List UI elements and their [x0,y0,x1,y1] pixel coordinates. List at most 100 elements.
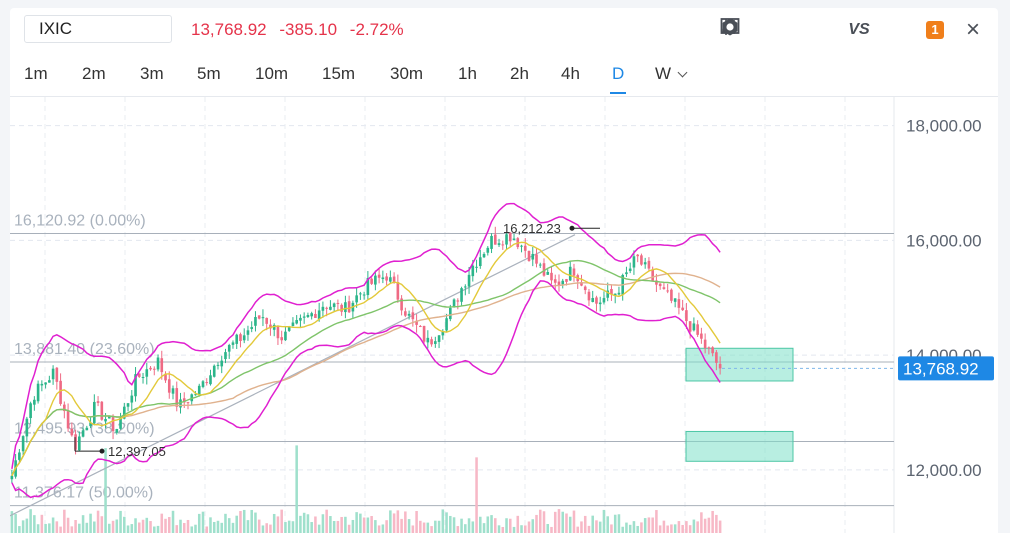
volume-bar [111,520,115,533]
candle-body [265,317,269,324]
alert-count-badge[interactable]: 1 [922,17,948,43]
volume-bar [227,518,231,533]
timeframe-5m[interactable]: 5m [197,64,221,83]
volume-bar [520,525,523,533]
volume-bar [655,510,658,533]
candle-body [486,247,490,253]
candle-body [295,320,298,324]
volume-bar [576,526,579,533]
volume-bar [651,517,654,533]
volume-bar [344,516,347,533]
timeframe-2h[interactable]: 2h [510,64,529,83]
volume-bar [235,515,238,533]
volume-bar [164,518,167,533]
volume-bar [677,521,681,533]
volume-bar [321,514,325,533]
volume-bar [351,519,355,533]
price-chart[interactable]: 16,120.92 (0.00%)13,881.40 (23.60%)12,49… [10,97,998,533]
volume-bar [374,520,377,533]
candle-body [467,274,471,287]
volume-bar [467,518,471,533]
candle-body [25,418,29,437]
volume-bar [239,511,242,533]
candle-body [666,290,669,292]
candle-body [18,452,21,460]
candle-body [673,298,677,302]
volume-bar [366,517,370,533]
candle-body [651,269,654,281]
volume-bar [145,517,149,533]
candle-body [152,368,156,370]
volume-bar [568,516,572,533]
volume-bar [355,512,358,533]
target-zone [685,430,794,462]
volume-bar [18,526,21,533]
volume-bar [479,516,482,533]
candle-body [40,383,44,386]
candle-body [718,363,722,369]
candle-body [640,255,643,265]
candle-body [66,410,70,429]
timeframe-3m[interactable]: 3m [140,64,164,83]
candle-body [344,302,347,313]
volume-bar [78,523,81,533]
volume-bar [104,448,107,533]
candle-body [104,419,107,422]
high-annotation-dot [569,225,575,231]
close-icon[interactable]: × [960,16,986,43]
volume-bar [81,515,85,533]
candle-body [475,266,478,268]
volume-bar [419,520,422,533]
candle-body [227,344,231,352]
timeframe-2m[interactable]: 2m [82,64,106,83]
chart-area[interactable]: 16,120.92 (0.00%) 13,881.40 (23.60%) 12,49… [10,97,998,533]
volume-bar [587,525,591,533]
candle-body [478,257,482,267]
volume-bar [535,514,538,533]
volume-bar [400,518,403,533]
volume-bar [40,514,44,533]
candle-body [359,293,362,295]
volume-bar [711,510,714,533]
timeframe-15m[interactable]: 15m [322,64,356,83]
candle-body [452,299,456,308]
volume-bar [385,520,388,533]
volume-bar [190,526,194,533]
volume-bar [194,524,197,533]
candle-body [557,281,561,286]
compare-vs-icon[interactable]: VS [846,17,872,43]
timeframe-10m[interactable]: 10m [255,64,289,83]
line-chart-icon[interactable] [720,17,796,43]
candle-body [156,357,160,370]
candle-body [565,279,568,282]
timeframe-30m[interactable]: 30m [390,64,424,83]
settings-gear-icon[interactable] [722,17,910,43]
candles-icon[interactable] [723,17,834,43]
candle-body [261,317,265,319]
candle-body [74,434,77,450]
candle-body [527,251,531,261]
candle-body [276,326,280,339]
candle-body [216,364,220,366]
candle-body [201,381,205,387]
symbol-input[interactable]: IXIC [24,15,172,43]
volume-bar [96,510,100,533]
volume-bar [595,520,598,533]
candle-body [51,368,55,380]
candle-body [306,315,310,318]
volume-bar [242,509,246,533]
volume-bar [93,521,96,533]
volume-bar [209,517,212,533]
timeframe-d[interactable]: D [609,64,627,94]
volume-bar [640,522,643,533]
volume-bar [126,525,130,533]
timeframe-1h[interactable]: 1h [458,64,477,83]
timeframe-1m[interactable]: 1m [24,64,48,83]
last-price-tag-label: 13,768.92 [903,359,979,378]
volume-bar [666,525,669,533]
volume-bar [415,511,418,533]
timeframe-w[interactable]: W [655,64,688,84]
volume-bar [632,521,636,533]
fib-level-label: 11,376.17 (50.00%) [14,485,153,502]
timeframe-4h[interactable]: 4h [561,64,580,83]
